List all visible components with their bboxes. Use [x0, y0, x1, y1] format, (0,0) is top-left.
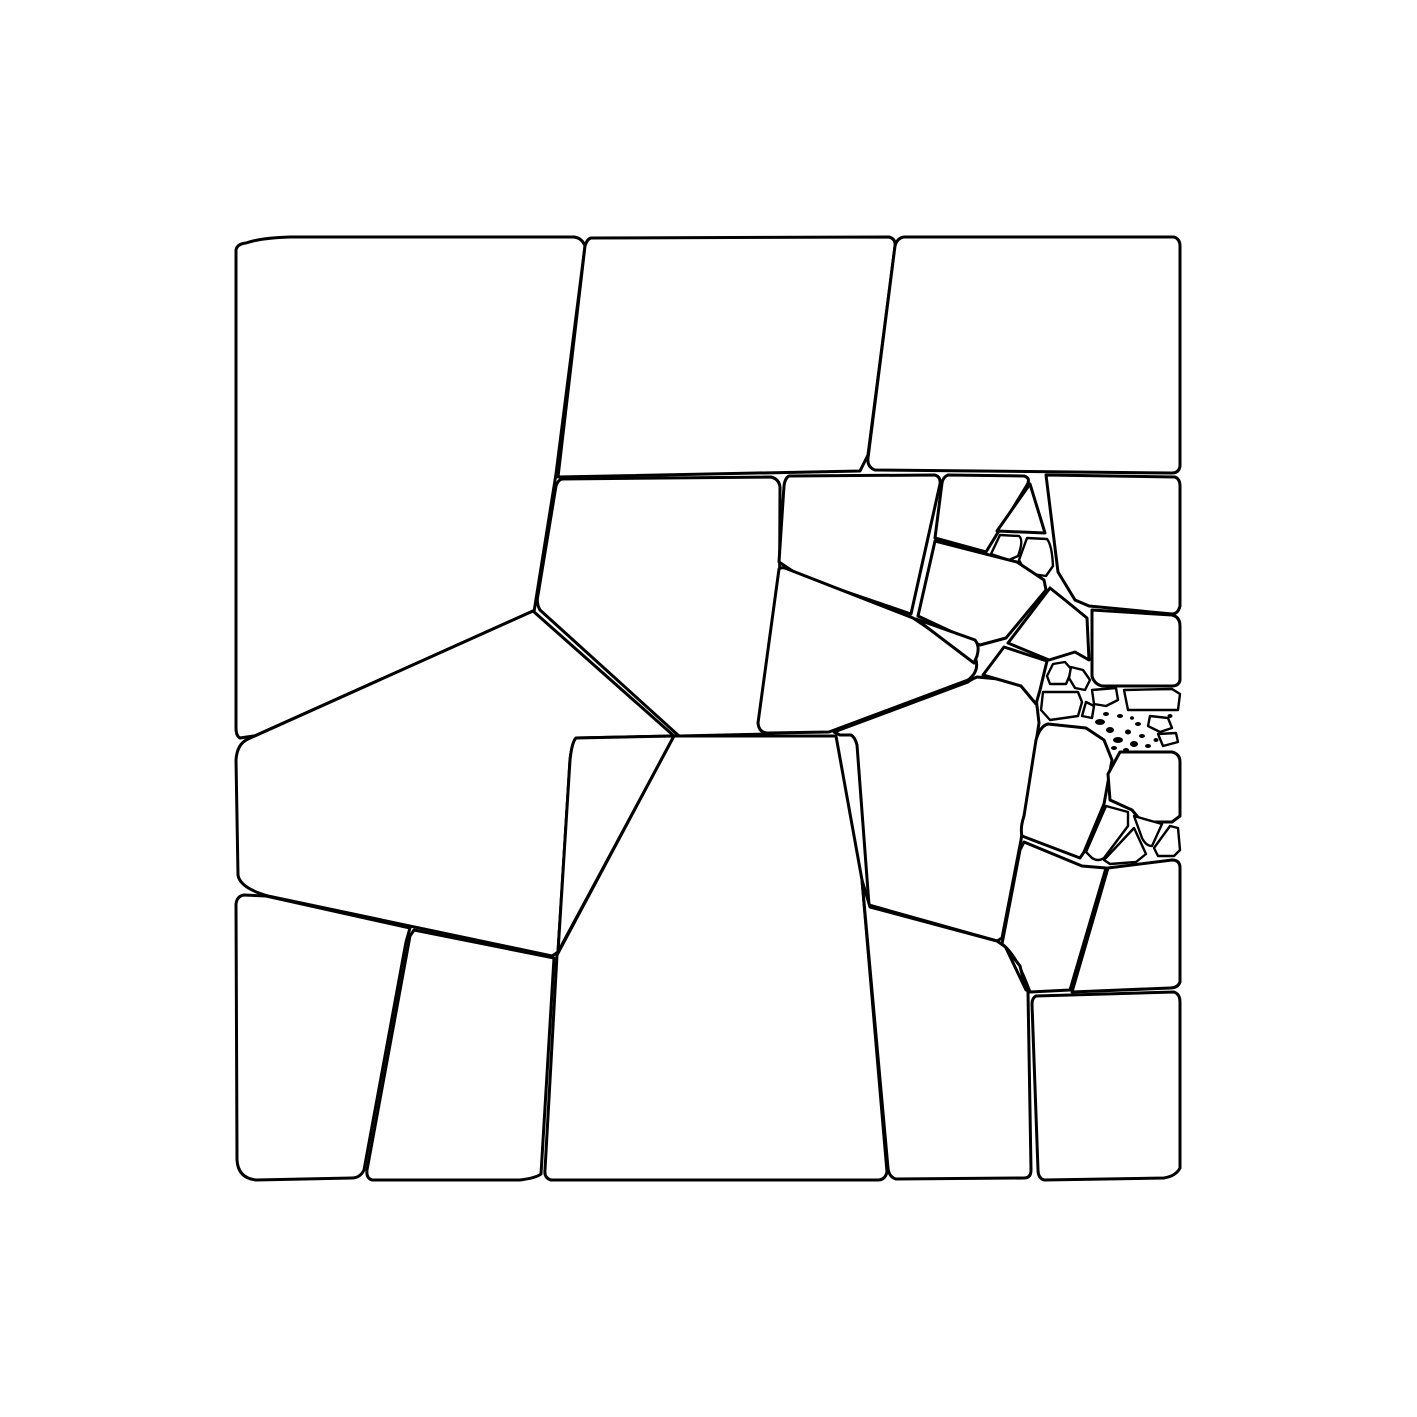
tile-r3 [989, 533, 1023, 562]
tile-bottom-left [234, 893, 412, 1182]
speck [1111, 746, 1117, 750]
tile-mid-c [756, 566, 979, 735]
tile-r15 [1132, 814, 1164, 848]
tile-s7 [1146, 714, 1174, 734]
tile-r5 [916, 539, 1048, 647]
tile-center-bottom [543, 734, 889, 1182]
tile-s4 [1090, 686, 1120, 708]
speck [1106, 727, 1114, 733]
speck [1153, 738, 1159, 742]
tile-s2 [1067, 665, 1092, 692]
speck [1145, 744, 1151, 748]
tile-r11 [1019, 722, 1114, 860]
tile-r10 [981, 645, 1049, 706]
tile-r1 [933, 473, 1030, 554]
tile-r16 [1152, 824, 1182, 858]
tile-r7 [1006, 586, 1091, 662]
speck [1130, 716, 1134, 720]
tile-r14 [1102, 826, 1148, 866]
tile-s1 [1045, 660, 1074, 686]
tile-r9 [914, 617, 980, 665]
tile-r20 [1004, 946, 1028, 992]
tile-s3 [1039, 690, 1084, 722]
tile-s5 [1122, 687, 1182, 712]
tile-r2 [995, 482, 1047, 535]
speck [1117, 714, 1123, 718]
tile-s6 [1080, 700, 1096, 720]
speck [1139, 734, 1145, 738]
speck [1095, 719, 1105, 725]
tile-s8 [1156, 731, 1180, 748]
tile-r19 [1030, 990, 1182, 1182]
tile-r6 [1044, 473, 1182, 616]
tile-r12 [1106, 750, 1182, 824]
tile-bottom-mid-left [365, 928, 556, 1182]
speck [1125, 729, 1131, 735]
speck [1113, 737, 1123, 743]
speck [1135, 722, 1141, 726]
speck [1103, 712, 1109, 716]
tile-r13 [1084, 804, 1130, 862]
tile-r18 [1070, 858, 1182, 994]
tile-top-right [866, 235, 1182, 475]
speck [1167, 714, 1173, 718]
speck-cluster [1095, 712, 1173, 752]
speck [1130, 741, 1138, 747]
tile-top-center [556, 235, 897, 479]
tile-r8 [1090, 608, 1182, 688]
